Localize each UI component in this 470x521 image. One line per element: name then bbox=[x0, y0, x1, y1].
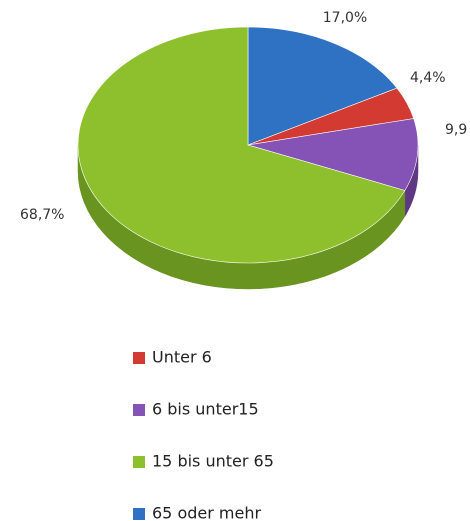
legend-swatch bbox=[133, 352, 145, 364]
legend-label: 6 bis unter15 bbox=[152, 400, 259, 419]
data-label: 17,0% bbox=[323, 10, 367, 26]
pie-slice bbox=[247, 118, 419, 191]
data-label: 68,7% bbox=[20, 207, 64, 223]
legend-label: Unter 6 bbox=[152, 348, 212, 367]
data-label: 9,9 bbox=[445, 122, 467, 138]
legend-label: 65 oder mehr bbox=[152, 504, 261, 521]
data-label: 4,4% bbox=[410, 70, 446, 86]
legend-swatch bbox=[133, 404, 145, 416]
pie-slice bbox=[77, 26, 406, 264]
legend-swatch bbox=[133, 456, 145, 468]
pie-slice bbox=[247, 26, 398, 146]
legend-label: 15 bis unter 65 bbox=[152, 452, 274, 471]
legend-swatch bbox=[133, 508, 145, 520]
